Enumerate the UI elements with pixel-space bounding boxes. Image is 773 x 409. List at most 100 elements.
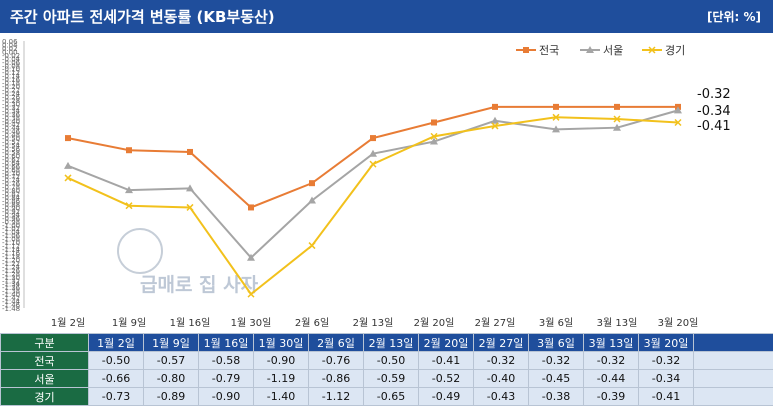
y-tick-label: -0.40 [2,118,20,126]
legend-label: 경기 [665,44,685,57]
y-tick-label: -1.48 [2,305,20,313]
y-tick-label: -0.64 [2,159,21,167]
x-tick-label: 2월 13일 [353,317,394,329]
data-point [247,290,255,298]
column-header: 3월 6일 [528,333,584,352]
data-table: 구분 1월 2일 1월 9일 1월 16일 1월 30일 2월 6일 2월 13일 2월 20… [0,333,773,406]
y-tick-label: -0.32 [2,104,20,112]
table-corner-header: 구분 [0,333,89,352]
column-header: 3월 13일 [583,333,639,352]
y-tick-label: -0.92 [2,208,20,216]
page-title: 주간 아파트 전세가격 변동률 (KB부동산) [10,8,275,26]
legend-marker [648,46,656,54]
y-tick-label: -0.04 [2,55,21,63]
y-tick-label: -0.02 [2,52,20,60]
y-tick-label: -0.80 [2,187,20,195]
table-cell: -0.52 [418,369,474,388]
line-chart: 0.060.040.020.00-0.02-0.04-0.06-0.08-0.1… [2,38,731,329]
row-label: 전국 [0,351,89,370]
end-value-label: -0.41 [697,119,731,134]
y-tick-label: -0.36 [2,111,21,119]
y-tick-label: -1.38 [2,288,20,296]
y-tick-label: -0.78 [2,184,20,192]
x-tick-label: 3월 20일 [658,317,699,329]
y-tick-label: -1.42 [2,295,20,303]
data-point [491,116,499,124]
x-tick-label: 2월 27일 [475,317,516,329]
unit-label: [단위: %] [706,10,761,24]
y-tick-label: -0.84 [2,194,21,202]
y-tick-label: -1.30 [2,274,20,282]
y-tick-label: -1.10 [2,239,20,247]
y-tick-label: -0.16 [2,76,21,84]
data-point [369,149,377,157]
y-tick-label: -0.46 [2,128,21,136]
data-point [430,132,438,140]
table-cell: -0.43 [473,387,529,406]
y-tick-label: -0.82 [2,191,20,199]
y-tick-label: -1.34 [2,281,21,289]
table-cell: -0.41 [638,387,694,406]
data-point [614,103,620,110]
chart-area: 0.06 0.04 0.02 0.00 -0.02 -0.04 -0.06 -0.08 -0.1… [0,33,773,333]
table-cell: -0.41 [418,351,474,370]
column-header: 1월 9일 [143,333,199,352]
y-tick-label: -0.54 [2,142,21,150]
data-point [552,125,560,133]
table-cell: -0.57 [143,351,199,370]
y-tick-label: -1.00 [2,222,20,230]
y-tick-label: -0.12 [2,69,20,77]
legend-label: 전국 [539,44,559,57]
data-point [492,103,498,110]
y-tick-label: -1.36 [2,284,21,292]
row-label: 서울 [0,369,89,388]
series-line-0 [67,105,678,209]
data-point [126,147,132,154]
column-header: 2월 13일 [363,333,419,352]
y-tick-label: -0.48 [2,132,20,140]
y-tick-label: -0.06 [2,59,21,67]
table-cell: -0.90 [198,387,254,406]
y-tick-label: -1.18 [2,253,20,261]
y-tick-label: -0.90 [2,204,20,212]
y-tick-label: -1.32 [2,277,20,285]
data-point [674,106,682,114]
y-tick-label: -1.40 [2,291,20,299]
table-cell: -0.50 [363,351,419,370]
y-tick-label: -0.24 [2,90,21,98]
watermark-emblem-icon [117,228,163,274]
y-tick-label: -1.08 [2,236,20,244]
y-tick-label: -0.30 [2,100,20,108]
data-point [431,119,437,126]
data-point [430,137,438,145]
y-tick-label: -0.50 [2,135,20,143]
table-cell: -0.59 [363,369,419,388]
x-tick-label: 1월 2일 [51,317,85,329]
data-point [308,242,316,250]
table-cell: -0.50 [88,351,144,370]
table-cell: -0.39 [583,387,639,406]
data-point [64,174,72,182]
y-tick-label: -0.34 [2,107,21,115]
y-tick-label: -0.72 [2,173,20,181]
y-tick-label: -1.02 [2,225,20,233]
table-cell: -0.34 [638,369,694,388]
watermark-text: 급매로 집 사자 [140,274,259,296]
y-tick-label: -1.24 [2,263,21,271]
table-cell: -1.12 [308,387,364,406]
table-cell: -1.40 [253,387,309,406]
y-tick-label: -1.16 [2,250,21,258]
column-header: 2월 27일 [473,333,529,352]
table-cell: -0.32 [638,351,694,370]
y-tick-label: -0.58 [2,149,20,157]
data-point [187,148,193,155]
x-tick-label: 1월 30일 [231,317,272,329]
table-cell: -0.80 [143,369,199,388]
column-header: 2월 20일 [418,333,474,352]
data-point [125,186,133,194]
table-cell: -0.32 [528,351,584,370]
x-tick-label: 3월 6일 [539,317,573,329]
legend-label: 서울 [603,44,623,57]
y-tick-label: -0.66 [2,163,21,171]
table-cell: -0.45 [528,369,584,388]
